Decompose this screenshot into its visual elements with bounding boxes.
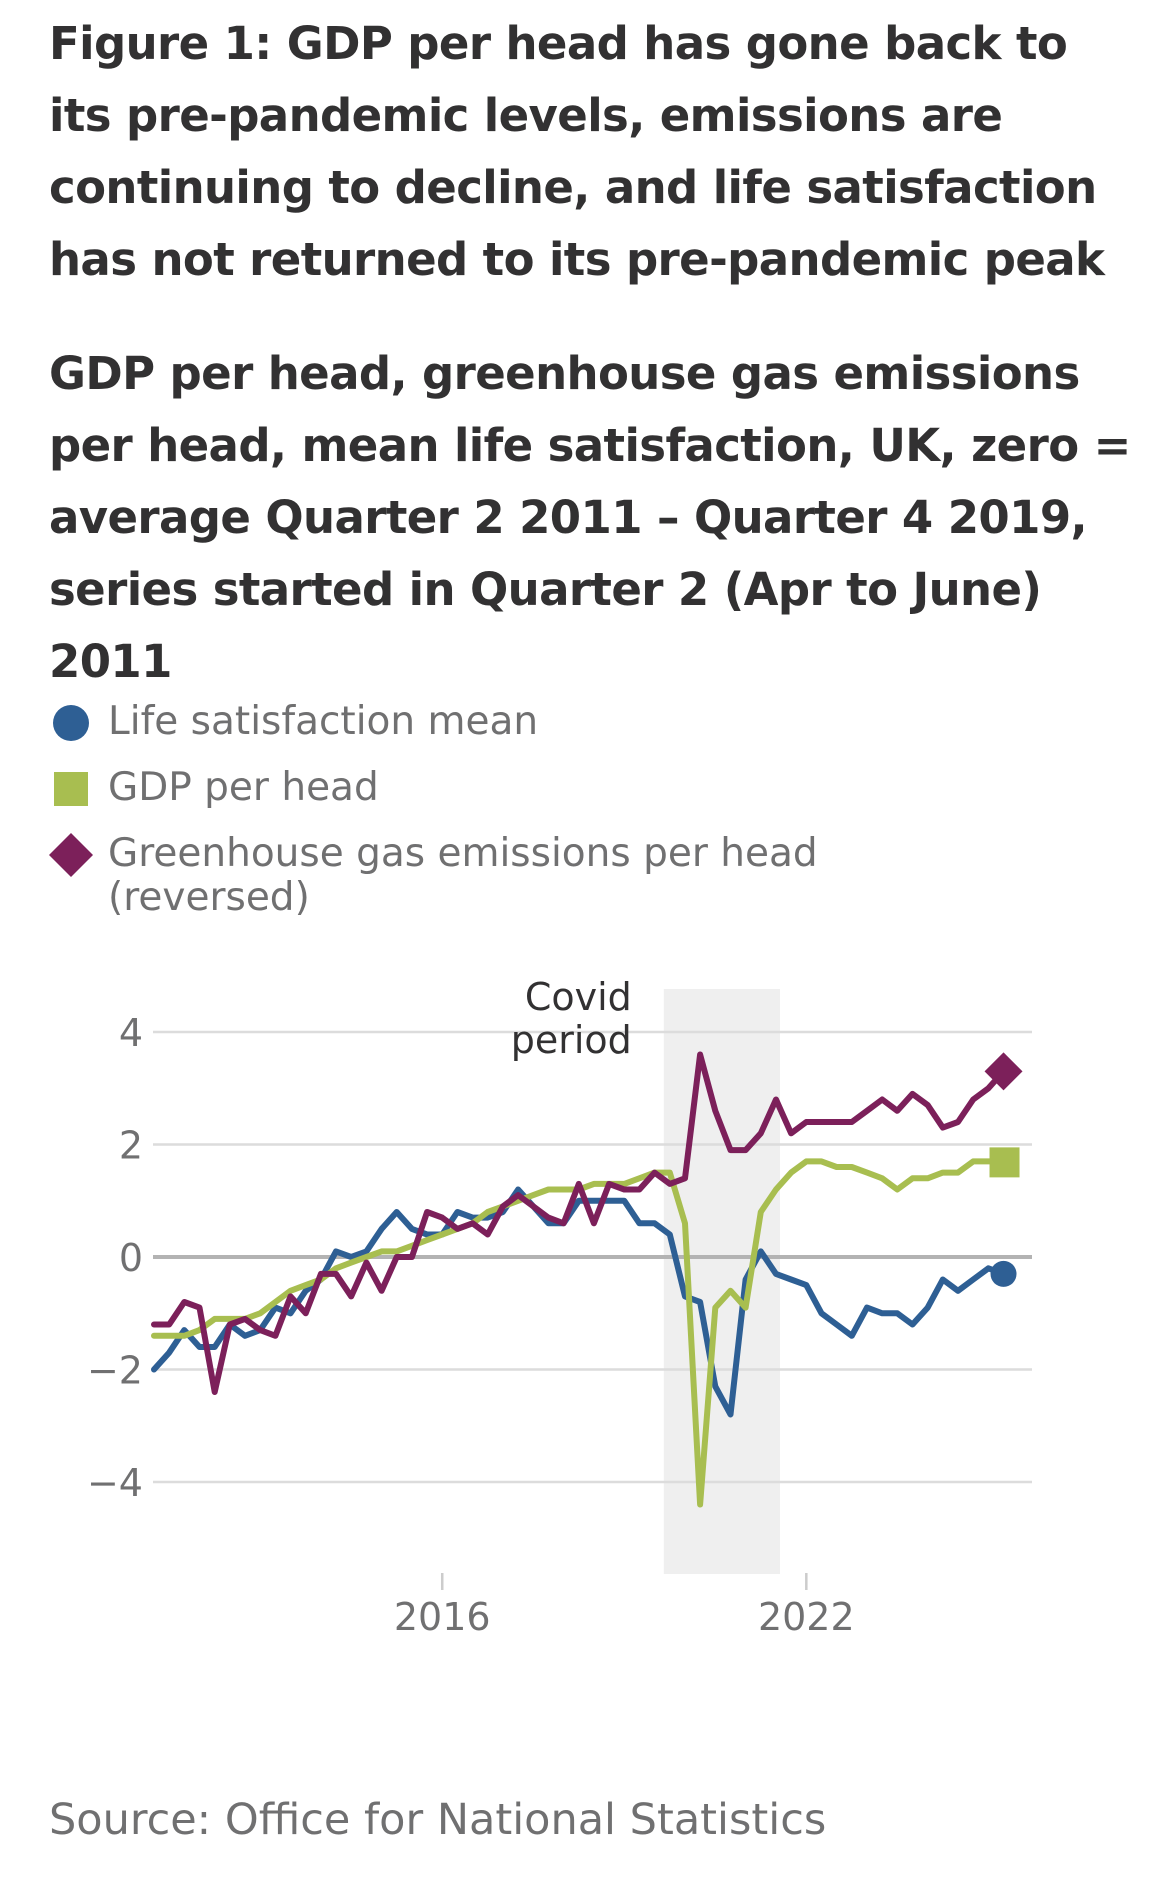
- y-tick-label: −4: [87, 1461, 143, 1505]
- legend-label: GDP per head: [108, 765, 379, 810]
- legend-item-life-satisfaction: Life satisfaction mean: [48, 700, 868, 746]
- y-tick-label: 0: [119, 1236, 143, 1280]
- end-marker-square: [989, 1147, 1020, 1178]
- diamond-marker-icon: [48, 832, 94, 878]
- covid-annotation-label: period: [511, 1018, 632, 1062]
- circle-marker-icon: [48, 700, 94, 746]
- covid-annotation-label: Covid: [525, 975, 632, 1019]
- source-note: Source: Office for National Statistics: [49, 1795, 827, 1845]
- series-line-life-satisfaction: [151, 1186, 1007, 1418]
- legend-label: Life satisfaction mean: [108, 699, 539, 744]
- y-tick-label: 4: [119, 1011, 143, 1055]
- legend-label: Greenhouse gas emissions per head (rever…: [108, 831, 818, 920]
- series-line-emissions-per-head: [151, 1051, 1007, 1395]
- end-marker-circle: [990, 1260, 1017, 1287]
- legend-item-emissions: Greenhouse gas emissions per head (rever…: [48, 832, 868, 920]
- chart-subtitle: GDP per head, greenhouse gas emissions p…: [49, 347, 1131, 688]
- y-tick-label: 2: [119, 1124, 143, 1168]
- x-tick-label: 2022: [758, 1595, 855, 1639]
- end-marker-diamond: [984, 1052, 1023, 1091]
- square-marker-icon: [48, 766, 94, 812]
- x-tick-label: 2016: [394, 1595, 491, 1639]
- figure-title: Figure 1: GDP per head has gone back to …: [49, 17, 1105, 286]
- y-tick-label: −2: [87, 1349, 143, 1393]
- legend: Life satisfaction mean GDP per head Gree…: [48, 700, 868, 940]
- legend-item-gdp: GDP per head: [48, 766, 868, 812]
- series-line-gdp-per-head: [151, 1158, 1007, 1508]
